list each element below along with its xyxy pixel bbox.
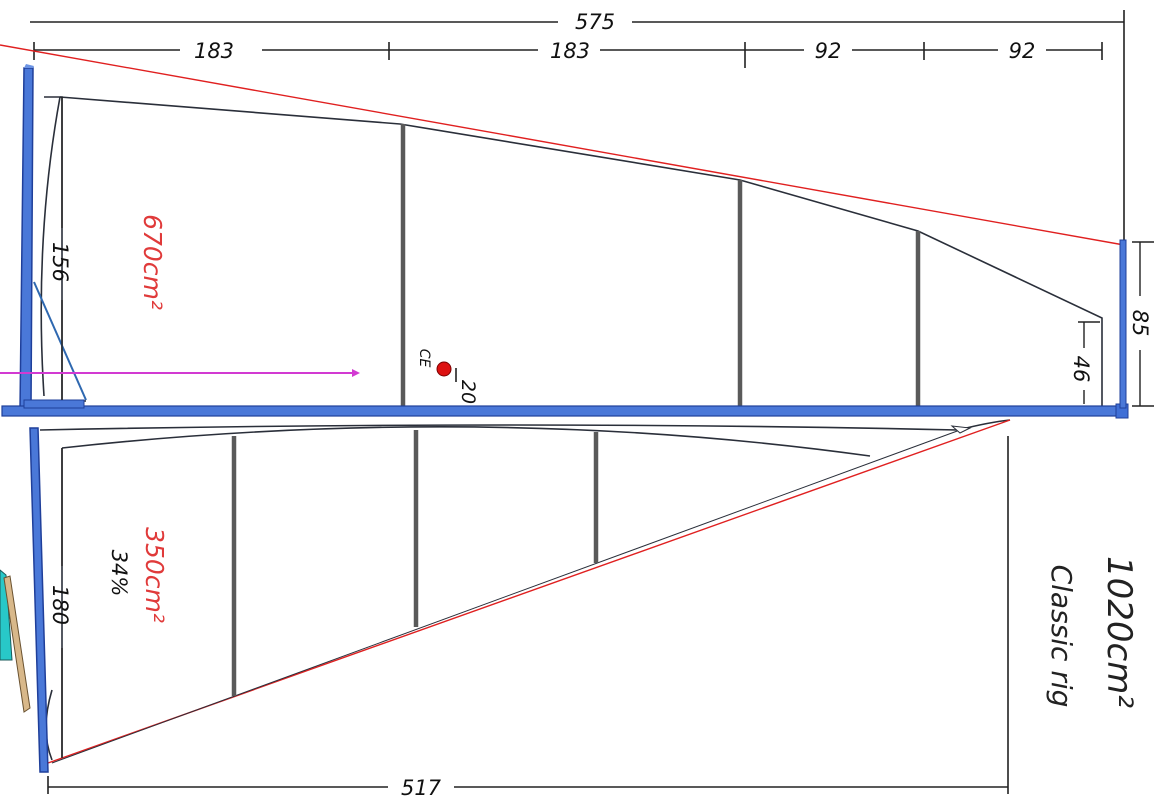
main-head-label: 85 (1128, 310, 1152, 337)
jib-mast (29, 427, 49, 773)
jib-foot-label: 517 (401, 776, 442, 800)
main-head-spar (1119, 239, 1127, 409)
rig-name-label: Classic rig (1045, 565, 1078, 708)
main-area-label: 670cm² (138, 214, 167, 310)
main-boom (1, 405, 1127, 417)
ce-offset-label: 20 (457, 380, 479, 404)
jib-area-label: 350cm² (140, 527, 169, 623)
main-luff-label: 156 (48, 242, 72, 282)
segment-3-label: 92 (815, 39, 842, 63)
overall-dimension-label: 575 (575, 10, 615, 34)
segment-1-label: 183 (194, 39, 234, 63)
segment-2-label: 183 (550, 39, 590, 63)
gooseneck (23, 399, 85, 409)
main-luff-dimension: 156 (48, 97, 72, 400)
main-leech-label: 46 (1069, 356, 1093, 383)
overall-dimension: 575 (30, 10, 1125, 240)
center-of-effort: CE 20 (416, 349, 479, 404)
ce-dot (436, 361, 452, 377)
main-leech-dimension: 46 (1069, 321, 1100, 404)
jib-luff-dimension: 180 (48, 448, 72, 758)
jib-luff-label: 180 (48, 585, 72, 625)
mainsail (33, 96, 1103, 407)
hull-fragment (0, 569, 31, 713)
segment-dimensions: 183 183 92 92 (33, 39, 1103, 68)
ce-label: CE (416, 349, 432, 368)
total-area-label: 1020cm² (1099, 556, 1139, 708)
segment-4-label: 92 (1009, 39, 1036, 63)
jib-foot-dimension: 517 (47, 436, 1009, 800)
main-mast-tip (24, 64, 34, 68)
jib (39, 419, 1011, 764)
main-mast (19, 67, 34, 411)
main-head-dimension: 85 (1128, 241, 1154, 407)
thrust-arrow (0, 369, 360, 377)
main-roach-line (0, 44, 1125, 246)
jib-percent-label: 34% (107, 550, 131, 597)
